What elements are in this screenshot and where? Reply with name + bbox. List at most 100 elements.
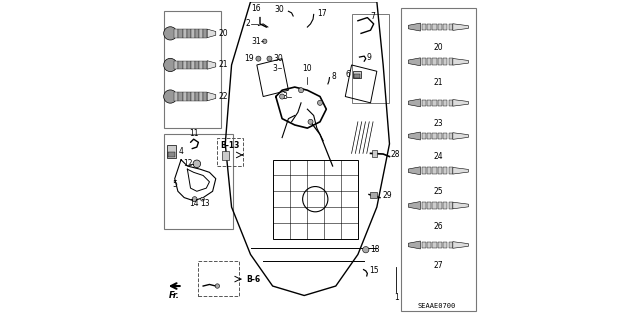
Text: SEAAE0700: SEAAE0700 bbox=[418, 303, 456, 309]
Polygon shape bbox=[207, 92, 216, 101]
Text: 20: 20 bbox=[434, 43, 444, 53]
Text: 2: 2 bbox=[246, 19, 250, 28]
Circle shape bbox=[317, 100, 323, 105]
Bar bbox=[174, 29, 179, 38]
Bar bbox=[179, 61, 182, 69]
Bar bbox=[438, 167, 442, 174]
Bar bbox=[164, 11, 221, 128]
Text: 31: 31 bbox=[251, 37, 260, 46]
Circle shape bbox=[267, 56, 272, 61]
Bar bbox=[449, 58, 453, 65]
Polygon shape bbox=[453, 133, 468, 139]
Text: 10: 10 bbox=[303, 64, 312, 73]
Text: 27: 27 bbox=[434, 261, 444, 271]
Bar bbox=[422, 58, 426, 65]
Bar bbox=[449, 242, 453, 248]
Bar bbox=[164, 134, 233, 229]
Bar bbox=[427, 58, 431, 65]
Bar bbox=[191, 61, 195, 69]
Bar bbox=[449, 100, 453, 106]
Polygon shape bbox=[453, 24, 468, 30]
Text: 3: 3 bbox=[273, 63, 277, 73]
Text: 30: 30 bbox=[273, 54, 283, 63]
Bar bbox=[187, 61, 191, 69]
Text: 8: 8 bbox=[331, 72, 336, 81]
Bar bbox=[222, 151, 229, 160]
Text: 28: 28 bbox=[390, 150, 399, 159]
Bar bbox=[354, 74, 360, 78]
Text: 4: 4 bbox=[179, 147, 184, 156]
Bar bbox=[422, 133, 426, 139]
Circle shape bbox=[280, 94, 285, 99]
Text: 15: 15 bbox=[369, 266, 379, 275]
Text: B-6: B-6 bbox=[246, 275, 260, 284]
Polygon shape bbox=[207, 29, 216, 38]
Text: 3: 3 bbox=[282, 92, 287, 101]
Text: 23: 23 bbox=[434, 119, 444, 128]
Text: 1: 1 bbox=[394, 293, 399, 301]
Bar bbox=[444, 100, 447, 106]
Polygon shape bbox=[453, 242, 468, 248]
Text: 19: 19 bbox=[244, 54, 253, 63]
Bar bbox=[444, 202, 447, 209]
Polygon shape bbox=[408, 202, 420, 210]
Bar bbox=[372, 150, 377, 157]
Text: 16: 16 bbox=[251, 4, 260, 13]
Bar bbox=[444, 242, 447, 248]
Polygon shape bbox=[408, 167, 420, 175]
Bar bbox=[433, 202, 436, 209]
Text: 20: 20 bbox=[219, 29, 228, 38]
Circle shape bbox=[308, 119, 313, 124]
Bar bbox=[438, 24, 442, 30]
Bar bbox=[182, 92, 187, 101]
Text: 13: 13 bbox=[200, 199, 209, 208]
Text: 12: 12 bbox=[184, 159, 193, 168]
Text: 30: 30 bbox=[275, 5, 285, 14]
Bar bbox=[449, 133, 453, 139]
Bar bbox=[449, 24, 453, 30]
Bar bbox=[422, 167, 426, 174]
Bar bbox=[444, 58, 447, 65]
Bar bbox=[433, 242, 436, 248]
Bar bbox=[179, 92, 182, 101]
Bar bbox=[195, 61, 199, 69]
Polygon shape bbox=[207, 61, 216, 69]
Bar bbox=[427, 202, 431, 209]
Bar bbox=[422, 24, 426, 30]
Bar bbox=[174, 61, 179, 69]
Bar bbox=[438, 58, 442, 65]
Bar bbox=[187, 92, 191, 101]
Bar bbox=[427, 133, 431, 139]
Bar bbox=[203, 92, 207, 101]
Bar bbox=[218, 137, 243, 166]
Bar bbox=[199, 61, 203, 69]
Bar bbox=[438, 133, 442, 139]
Bar bbox=[191, 29, 195, 38]
Bar bbox=[444, 24, 447, 30]
Circle shape bbox=[193, 160, 200, 167]
Text: 21: 21 bbox=[219, 61, 228, 70]
Polygon shape bbox=[453, 167, 468, 174]
Bar bbox=[422, 202, 426, 209]
Bar bbox=[203, 29, 207, 38]
Polygon shape bbox=[408, 132, 420, 140]
Bar bbox=[203, 61, 207, 69]
Circle shape bbox=[200, 197, 204, 201]
Text: 18: 18 bbox=[370, 245, 380, 254]
Circle shape bbox=[298, 88, 303, 93]
Bar bbox=[438, 242, 442, 248]
Bar bbox=[449, 202, 453, 209]
Circle shape bbox=[164, 27, 177, 40]
Bar bbox=[199, 29, 203, 38]
Circle shape bbox=[192, 197, 197, 202]
Polygon shape bbox=[453, 100, 468, 106]
Circle shape bbox=[363, 247, 369, 253]
Polygon shape bbox=[408, 99, 420, 107]
Text: 22: 22 bbox=[219, 92, 228, 101]
Bar bbox=[195, 92, 199, 101]
Polygon shape bbox=[408, 23, 420, 31]
Bar bbox=[427, 24, 431, 30]
Bar bbox=[353, 71, 361, 78]
Bar bbox=[198, 261, 239, 295]
Text: B-13: B-13 bbox=[220, 141, 239, 150]
